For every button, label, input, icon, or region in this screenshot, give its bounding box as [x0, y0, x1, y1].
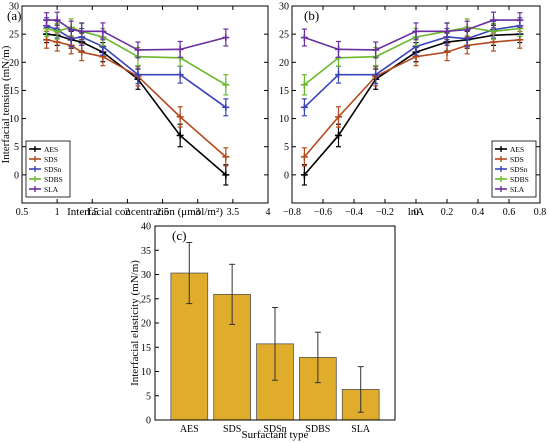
legend-label: SDS — [510, 155, 524, 164]
panel-c-chart: 0 5 10 15 20 25 30 35 40 AES SDS SDSn SDBS SLA (c) Su… — [129, 222, 396, 441]
y-tick-label: 15 — [141, 343, 151, 354]
y-tick-label: 35 — [141, 246, 151, 257]
x-tick-label: −0.8 — [283, 207, 301, 218]
y-tick-label: 20 — [279, 58, 289, 69]
x-tick-label: 0.5 — [16, 207, 29, 218]
y-tick-label: 30 — [141, 270, 151, 281]
panel-c-ylabel: Interfacial elasticity (mN/m) — [129, 260, 141, 386]
x-tick-label: 1.5 — [86, 207, 99, 218]
x-tick-label: AES — [180, 424, 199, 435]
x-tick-label: 3.5 — [227, 207, 240, 218]
series-line-sla — [46, 19, 227, 51]
panel-a-xlabel: Interfacial concentration (μmol/m²) — [67, 206, 223, 218]
series-sds — [300, 30, 524, 167]
y-tick-label: 10 — [279, 114, 289, 125]
panel-b-chart: −0.8 −0.6 −0.4 −0.2 0 0.2 0.4 0.6 0.8 0 5 10 15 20 25 3… — [279, 2, 546, 219]
y-tick-label: 25 — [9, 30, 19, 41]
series-line-aes — [303, 33, 520, 176]
x-tick-label: SLA — [351, 424, 371, 435]
series-line-sla — [304, 19, 520, 51]
y-tick-label: 10 — [9, 114, 19, 125]
x-tick-label: 4 — [266, 207, 271, 218]
x-tick-label: SDS — [223, 424, 241, 435]
panel-a-label: (a) — [7, 8, 21, 23]
x-tick-label: 0.4 — [472, 207, 485, 218]
y-tick-label: 20 — [141, 319, 151, 330]
y-tick-label: 40 — [141, 222, 151, 233]
x-tick-label: 0.6 — [503, 207, 516, 218]
y-tick-label: 0 — [14, 170, 19, 181]
series-line-sdbs — [303, 26, 520, 86]
series-sds — [43, 30, 230, 167]
y-tick-label: 15 — [9, 86, 19, 97]
series-line-sds — [303, 38, 520, 158]
y-tick-label: 5 — [146, 391, 151, 402]
x-tick-label: −0.4 — [345, 207, 363, 218]
x-tick-label: 0.2 — [441, 207, 454, 218]
y-tick-label: 5 — [284, 142, 289, 153]
x-tick-label: −0.6 — [314, 207, 332, 218]
y-tick-label: 20 — [9, 58, 19, 69]
legend-label: AES — [44, 145, 58, 154]
x-tick-label: 1 — [55, 207, 60, 218]
x-tick-label: 3 — [195, 207, 200, 218]
y-tick-label: 0 — [146, 416, 151, 427]
panel-b-label: (b) — [304, 8, 319, 23]
y-tick-label: 10 — [141, 367, 151, 378]
panel-c-label: (c) — [172, 228, 186, 243]
y-tick-label: 0 — [284, 170, 289, 181]
legend-label: SDSn — [44, 165, 62, 174]
y-tick-label: 30 — [279, 2, 289, 13]
x-tick-label: 2.5 — [156, 207, 169, 218]
series-sdbs — [300, 18, 524, 96]
x-tick-label: SDSn — [263, 424, 286, 435]
x-tick-label: −0.2 — [376, 207, 394, 218]
legend-label: SDSn — [510, 165, 528, 174]
y-tick-label: 30 — [9, 2, 19, 13]
series-sla — [300, 11, 524, 59]
panel-c-xlabel: Surfactant type — [242, 429, 309, 441]
x-tick-label: 0.8 — [534, 207, 547, 218]
x-tick-label: 2 — [125, 207, 130, 218]
panel-a-ylabel: Interfacial tension (mN/m) — [0, 45, 12, 163]
y-tick-label: 15 — [279, 86, 289, 97]
panel-b-xlabel: lnA — [408, 206, 425, 218]
y-tick-label: 25 — [279, 30, 289, 41]
y-tick-label: 25 — [141, 294, 151, 305]
legend-label: SDS — [44, 155, 58, 164]
legend-label: SLA — [44, 185, 59, 194]
panel-a-chart: 0.5 1 1.5 2 2.5 3 3.5 4 0 5 10 15 20 25 30 (a) Interfa… — [0, 2, 271, 219]
legend-label: SDBS — [510, 175, 529, 184]
legend-label: SLA — [510, 185, 525, 194]
series-sla — [43, 11, 230, 59]
x-tick-label: SDBS — [305, 424, 330, 435]
x-tick-label: 0 — [414, 207, 419, 218]
y-tick-label: 5 — [14, 142, 19, 153]
legend-label: AES — [510, 145, 524, 154]
legend-label: SDBS — [44, 175, 63, 184]
